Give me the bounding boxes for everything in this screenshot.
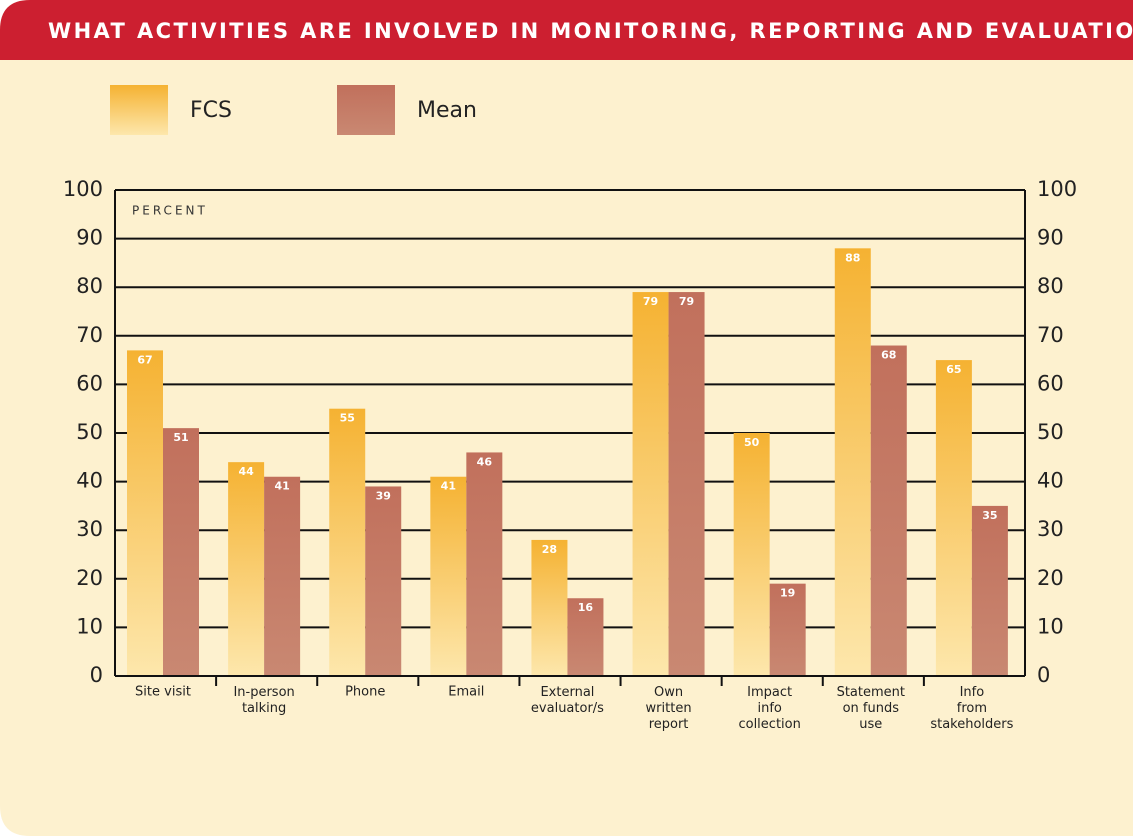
bar	[870, 345, 907, 676]
x-tick-label: In-person talking	[233, 685, 294, 716]
header-band	[0, 0, 1133, 60]
y-tick-label: 60	[76, 371, 103, 395]
bar	[567, 598, 604, 676]
y2-tick-label: 50	[1037, 420, 1064, 444]
x-tick-label: Own written report	[646, 685, 692, 732]
y-tick-label: 40	[76, 469, 103, 493]
value-label: 67	[137, 353, 152, 366]
bar	[228, 462, 265, 676]
x-tick-label: External evaluator/s	[531, 685, 604, 716]
value-label: 41	[274, 480, 289, 493]
y2-tick-label: 90	[1037, 226, 1064, 250]
value-label: 79	[679, 295, 694, 308]
bar	[733, 433, 770, 676]
y-tick-label: 100	[63, 177, 103, 201]
y2-tick-label: 30	[1037, 517, 1064, 541]
bar	[264, 476, 301, 676]
value-label: 41	[441, 480, 456, 493]
value-label: 44	[238, 465, 254, 478]
bar	[834, 248, 871, 676]
value-label: 16	[578, 601, 594, 614]
y-axis-label: PERCENT	[132, 204, 208, 218]
y-tick-label: 30	[76, 517, 103, 541]
value-label: 88	[845, 251, 860, 264]
x-tick-label: Statement on funds use	[837, 685, 905, 732]
y2-tick-label: 70	[1037, 323, 1064, 347]
value-label: 68	[881, 349, 896, 362]
legend-label: FCS	[190, 98, 232, 123]
bar	[163, 428, 199, 676]
legend-swatch	[337, 85, 395, 135]
y2-tick-label: 40	[1037, 469, 1064, 493]
value-label: 50	[744, 436, 760, 449]
y2-tick-label: 10	[1037, 614, 1064, 638]
y-tick-label: 70	[76, 323, 103, 347]
bar	[935, 360, 972, 676]
bar	[329, 408, 366, 676]
value-label: 55	[340, 412, 355, 425]
y2-tick-label: 60	[1037, 371, 1064, 395]
x-tick-label: Email	[448, 685, 484, 700]
y-tick-label: 80	[76, 274, 103, 298]
x-tick-label: Phone	[345, 685, 385, 700]
y-tick-label: 50	[76, 420, 103, 444]
bar	[971, 505, 1008, 676]
value-label: 51	[173, 431, 188, 444]
legend-swatch	[110, 85, 168, 135]
x-tick-label: Info from stakeholders	[930, 685, 1013, 732]
bar	[466, 452, 503, 676]
y-tick-label: 90	[76, 226, 103, 250]
value-label: 65	[946, 363, 961, 376]
bar	[769, 583, 806, 676]
y-tick-label: 20	[76, 566, 103, 590]
bar	[127, 350, 163, 676]
bar	[531, 539, 568, 676]
bar	[430, 476, 467, 676]
x-tick-label: Site visit	[135, 685, 191, 700]
value-label: 35	[982, 509, 997, 522]
value-label: 19	[780, 587, 795, 600]
value-label: 46	[477, 455, 493, 468]
bar	[365, 486, 402, 676]
bar	[668, 292, 705, 676]
y2-tick-label: 80	[1037, 274, 1064, 298]
legend-label: Mean	[417, 98, 477, 123]
chart-title: WHAT ACTIVITIES ARE INVOLVED IN MONITORI…	[48, 19, 1133, 43]
y2-tick-label: 0	[1037, 663, 1050, 687]
value-label: 79	[643, 295, 658, 308]
value-label: 28	[542, 543, 557, 556]
y-tick-label: 10	[76, 614, 103, 638]
bar	[632, 292, 669, 676]
y-tick-label: 0	[90, 663, 103, 687]
x-tick-label: Impact info collection	[738, 685, 800, 732]
y2-tick-label: 100	[1037, 177, 1077, 201]
value-label: 39	[376, 489, 391, 502]
y2-tick-label: 20	[1037, 566, 1064, 590]
